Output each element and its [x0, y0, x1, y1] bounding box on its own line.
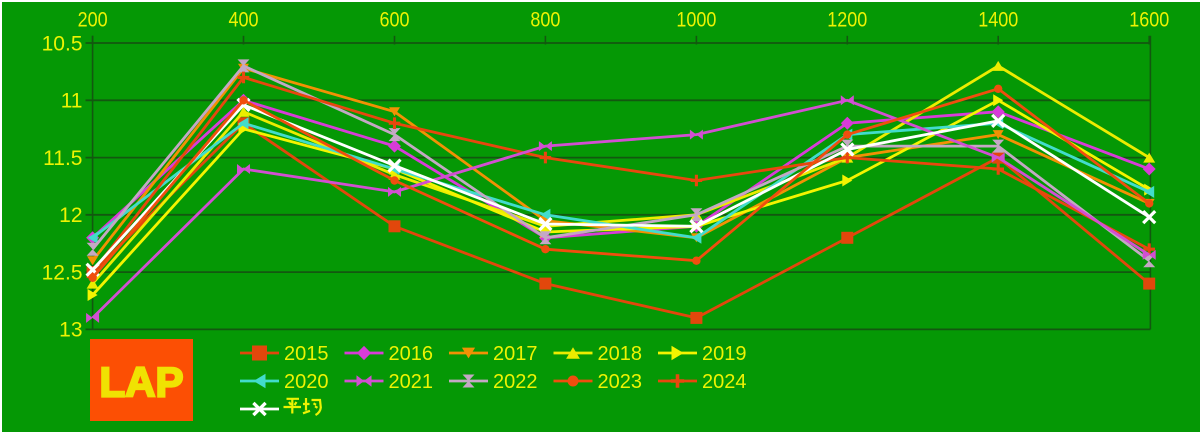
svg-text:1000: 1000: [676, 9, 716, 32]
svg-text:400: 400: [229, 9, 259, 32]
svg-text:1400: 1400: [978, 9, 1018, 32]
svg-text:2015: 2015: [284, 343, 329, 365]
svg-text:2024: 2024: [702, 371, 747, 393]
svg-text:11.5: 11.5: [43, 147, 82, 170]
svg-text:2018: 2018: [598, 343, 643, 365]
svg-text:2022: 2022: [493, 371, 538, 393]
svg-text:1200: 1200: [827, 9, 867, 32]
svg-text:2016: 2016: [389, 343, 434, 365]
svg-text:1600: 1600: [1129, 9, 1169, 32]
svg-text:12.5: 12.5: [42, 261, 83, 284]
svg-text:10.5: 10.5: [42, 32, 83, 55]
svg-text:600: 600: [380, 9, 410, 32]
svg-text:13: 13: [59, 319, 82, 342]
svg-text:2017: 2017: [493, 343, 538, 365]
svg-text:2023: 2023: [598, 371, 643, 393]
svg-text:2019: 2019: [702, 343, 747, 365]
svg-text:12: 12: [59, 204, 82, 227]
svg-text:11: 11: [61, 90, 83, 113]
svg-text:2021: 2021: [389, 371, 434, 393]
svg-text:800: 800: [530, 9, 560, 32]
svg-text:2020: 2020: [284, 371, 329, 393]
svg-text:200: 200: [78, 9, 108, 32]
svg-text:LAP: LAP: [100, 359, 184, 406]
